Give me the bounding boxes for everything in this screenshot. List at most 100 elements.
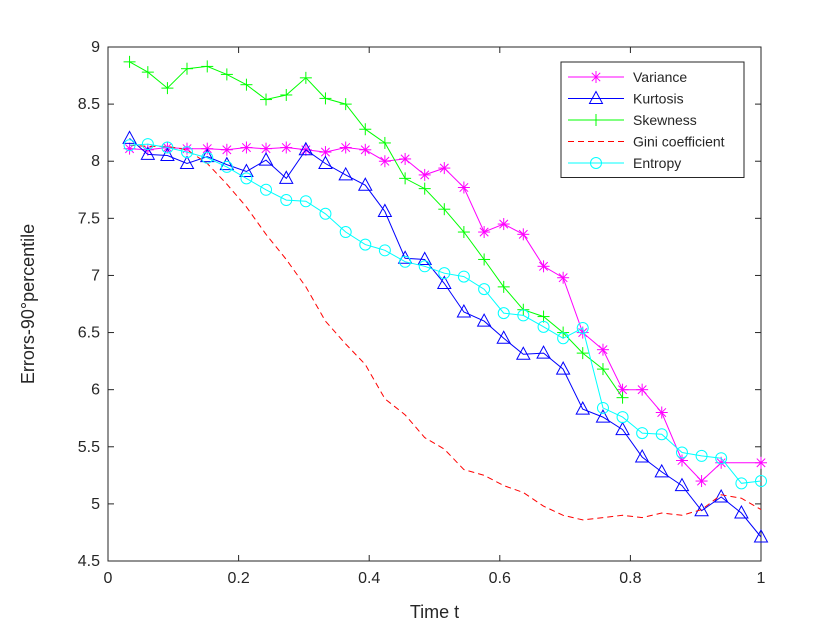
data-point-variance (517, 228, 530, 241)
data-point-variance (378, 155, 391, 168)
series-variance (123, 141, 767, 488)
data-point-entropy (359, 238, 372, 251)
legend-label-gini-coefficient: Gini coefficient (633, 134, 725, 150)
data-point-variance (319, 146, 332, 159)
data-point-variance (240, 141, 253, 154)
data-point-variance (497, 218, 510, 231)
series-kurtosis (122, 130, 769, 543)
data-point-skewness (576, 347, 589, 360)
x-tick-label: 0.2 (227, 570, 249, 587)
data-point-skewness (418, 182, 431, 195)
data-point-skewness (220, 68, 233, 81)
data-point-skewness (537, 310, 550, 323)
data-point-skewness (616, 391, 629, 404)
marker-stroke (538, 261, 549, 271)
data-point-entropy (141, 138, 154, 151)
data-point-skewness (161, 82, 174, 95)
data-point-skewness (299, 71, 312, 84)
data-point-kurtosis (436, 275, 452, 289)
data-point-kurtosis (179, 155, 195, 170)
data-point-kurtosis (140, 146, 156, 160)
legend-marker-variance (590, 71, 602, 83)
data-point-entropy (240, 172, 253, 185)
data-point-entropy (123, 139, 136, 152)
data-point-entropy (596, 401, 609, 414)
data-point-kurtosis (338, 166, 354, 181)
data-point-kurtosis (694, 502, 709, 517)
y-tick-label: 5 (91, 496, 100, 513)
legend-label-variance: Variance (633, 69, 687, 85)
marker-stroke (439, 163, 449, 173)
marker-stroke (241, 142, 251, 153)
data-point-entropy (181, 146, 194, 159)
data-point-variance (399, 152, 412, 165)
data-point-entropy (537, 320, 550, 333)
marker-stroke (261, 144, 271, 154)
data-point-variance (220, 143, 233, 156)
y-tick-label: 7.5 (78, 210, 100, 227)
y-tick-label: 8 (91, 153, 100, 170)
data-point-variance (457, 181, 470, 194)
marker-stroke (400, 154, 410, 164)
data-point-entropy (478, 283, 491, 296)
data-point-variance (695, 475, 708, 488)
data-point-kurtosis (357, 177, 373, 191)
series-line-entropy (129, 143, 762, 484)
marker-stroke (380, 156, 390, 166)
marker-stroke (420, 170, 430, 180)
data-point-skewness (399, 172, 412, 185)
data-point-skewness (181, 62, 194, 75)
x-tick-label: 0.8 (619, 570, 641, 587)
data-point-variance (359, 143, 372, 156)
marker-stroke (518, 229, 528, 239)
marker-stroke (591, 72, 601, 82)
series-line-gini-coefficient (129, 144, 762, 521)
series-line-kurtosis (129, 138, 762, 538)
data-point-kurtosis (634, 449, 650, 463)
data-point-skewness (339, 98, 352, 111)
data-point-kurtosis (122, 130, 137, 144)
data-point-skewness (319, 92, 332, 105)
x-tick-label: 0.6 (489, 570, 511, 587)
data-point-skewness (201, 60, 214, 73)
marker-stroke (578, 328, 588, 338)
series-layer (122, 55, 769, 543)
data-point-variance (123, 142, 136, 155)
data-point-variance (280, 141, 293, 154)
data-point-entropy (675, 446, 688, 459)
legend-marker-skewness (590, 114, 602, 126)
data-point-kurtosis (753, 528, 769, 543)
y-tick-label: 5.5 (78, 439, 100, 456)
legend: Variance Kurtosis Skewness Gini coefficient… (560, 61, 745, 178)
data-point-skewness (478, 253, 491, 266)
data-point-entropy (260, 183, 273, 196)
marker-stroke (459, 182, 469, 193)
data-point-kurtosis (615, 421, 630, 436)
data-point-variance (418, 168, 431, 181)
data-point-kurtosis (298, 141, 314, 156)
y-tick-label: 6.5 (78, 325, 100, 342)
data-point-kurtosis (456, 303, 472, 318)
data-point-entropy (220, 160, 233, 173)
series-line-skewness (129, 61, 624, 398)
data-point-kurtosis (713, 488, 729, 503)
y-tick-label: 6 (91, 382, 100, 399)
y-tick-label: 7 (91, 267, 100, 284)
x-tick-label: 1 (757, 570, 766, 587)
data-point-entropy (557, 332, 570, 345)
data-point-entropy (457, 270, 470, 283)
data-point-skewness (438, 203, 451, 216)
y-axis-title: Errors-90°percentile (18, 224, 38, 384)
data-point-variance (596, 343, 609, 356)
data-point-skewness (596, 363, 609, 376)
data-point-kurtosis (654, 463, 670, 478)
marker-stroke (341, 142, 351, 153)
data-point-variance (636, 383, 649, 396)
data-point-variance (537, 260, 550, 273)
x-tick-label: 0 (104, 570, 113, 587)
y-tick-label: 4.5 (78, 553, 100, 570)
data-point-kurtosis (278, 170, 294, 184)
data-point-skewness (240, 78, 253, 91)
